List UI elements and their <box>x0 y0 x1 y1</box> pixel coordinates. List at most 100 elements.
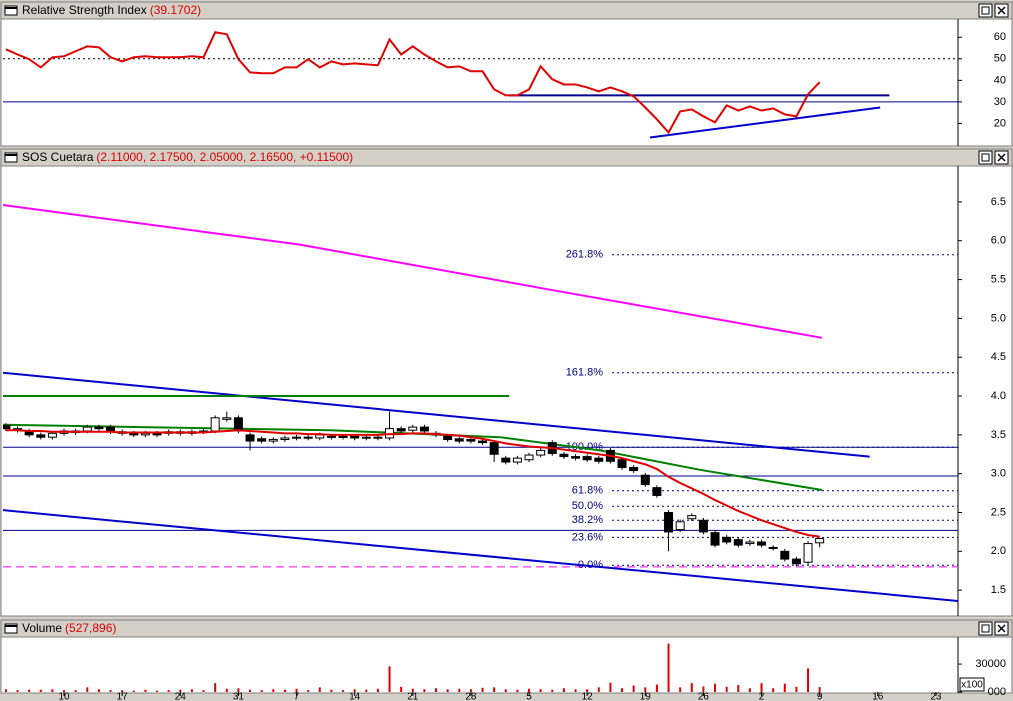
restore-button-frame[interactable] <box>978 150 993 165</box>
candle-body <box>210 417 220 432</box>
plot-area <box>0 18 1013 147</box>
y-tick-label: 30000 <box>975 658 1006 670</box>
volume-bar <box>586 689 589 692</box>
x-tick-label: 12 <box>582 692 594 701</box>
volume-bar <box>295 688 298 692</box>
x-tick-label: 10 <box>58 692 70 701</box>
x-tick-label: 31 <box>233 692 245 701</box>
volume-bar <box>818 687 821 692</box>
volume-bar <box>760 683 763 692</box>
volume-bar <box>574 689 577 692</box>
close-button-glyph[interactable] <box>997 624 1006 633</box>
candle-body <box>419 426 429 432</box>
y-tick-label: 5.5 <box>991 273 1006 285</box>
candle-body <box>140 432 150 436</box>
volume-bar <box>16 690 19 692</box>
candle-body <box>687 515 697 520</box>
volume-bar <box>411 688 414 692</box>
y-tick-label: 40 <box>994 74 1006 86</box>
x-tick-label: 23 <box>930 692 942 701</box>
fib-level-label: 50.0% <box>572 500 603 512</box>
x-tick-label: 24 <box>175 692 187 701</box>
volume-bar <box>39 689 42 692</box>
volume-bar <box>469 689 472 692</box>
rsi-line <box>5 31 821 135</box>
fib-level-label: 261.8% <box>566 249 604 261</box>
volume-bar <box>97 689 100 692</box>
candle-body <box>245 434 255 442</box>
y-tick-label: 60 <box>994 31 1006 43</box>
volume-bar <box>365 689 368 692</box>
restore-button-glyph[interactable] <box>981 6 990 15</box>
restore-button-frame[interactable] <box>978 621 993 636</box>
y-tick-label: 2.5 <box>991 506 1006 518</box>
panel-title-bar <box>0 619 1013 638</box>
panel-title-name: SOS Cuetara <box>22 150 94 164</box>
restore-button[interactable] <box>978 621 993 636</box>
candle-body <box>36 434 46 438</box>
candle-body <box>757 541 767 546</box>
candle-body <box>94 426 104 430</box>
restore-button-frame[interactable] <box>978 3 993 18</box>
plot-layer: 261.8%161.8%100.0%61.8%50.0%38.2%23.6%0.… <box>3 204 958 603</box>
restore-button[interactable] <box>978 3 993 18</box>
close-button[interactable] <box>994 621 1009 636</box>
candle-body <box>257 438 267 442</box>
volume-bar <box>597 687 600 692</box>
candle-body <box>82 426 92 432</box>
x-tick-label: 5 <box>526 692 532 701</box>
x-tick-label: 26 <box>698 692 710 701</box>
restore-button[interactable] <box>978 150 993 165</box>
volume-bar <box>353 689 356 692</box>
close-button-glyph[interactable] <box>997 6 1006 15</box>
restore-button-glyph[interactable] <box>981 153 990 162</box>
panel-icon <box>4 623 18 634</box>
candle-body <box>710 532 720 546</box>
volume-bar <box>493 687 496 692</box>
y-tick-label: 30 <box>994 96 1006 108</box>
x-tick-label: 9 <box>817 692 823 701</box>
plot-area <box>0 636 1013 694</box>
volume-bar <box>318 687 321 692</box>
volume-bar <box>539 689 542 692</box>
panel-readout: (39.1702) <box>150 3 201 17</box>
volume-bar <box>562 688 565 692</box>
volume-bar <box>458 688 461 692</box>
candle-body <box>361 436 371 439</box>
volume-bar <box>481 687 484 692</box>
volume-bar <box>109 690 112 692</box>
candle-body <box>454 438 464 442</box>
volume-bar <box>132 690 135 692</box>
panel-title: Relative Strength Index (39.1702) <box>22 3 201 17</box>
volume-bar <box>63 690 66 692</box>
volume-bar <box>121 690 124 692</box>
candle-body <box>292 436 302 439</box>
trend-line <box>3 204 823 339</box>
y-tick-label: 3.5 <box>991 429 1006 441</box>
volume-bar <box>376 688 379 692</box>
candle-body <box>780 550 790 560</box>
x-tick-label: 14 <box>349 692 361 701</box>
volume-bar <box>702 686 705 692</box>
x-tick-label: 17 <box>117 692 129 701</box>
close-button[interactable] <box>994 3 1009 18</box>
close-button-glyph[interactable] <box>997 153 1006 162</box>
candle-body <box>640 474 650 486</box>
volume-bar <box>516 689 519 692</box>
close-button[interactable] <box>994 150 1009 165</box>
x-tick-label: 19 <box>640 692 652 701</box>
volume-bar <box>179 689 182 692</box>
volume-bar <box>621 688 624 692</box>
candle-body <box>489 442 499 455</box>
fib-level-label: 161.8% <box>566 367 604 379</box>
candle-body <box>152 432 162 436</box>
volume-bar <box>51 689 54 692</box>
volume-bar <box>86 687 89 692</box>
unit-label: x100 <box>961 680 983 691</box>
restore-button-glyph[interactable] <box>981 624 990 633</box>
candle-body <box>501 457 511 463</box>
volume-bar <box>528 688 531 692</box>
y-tick-label: 6.0 <box>991 235 1006 247</box>
candle-body <box>303 436 313 439</box>
candle-body <box>443 435 453 441</box>
